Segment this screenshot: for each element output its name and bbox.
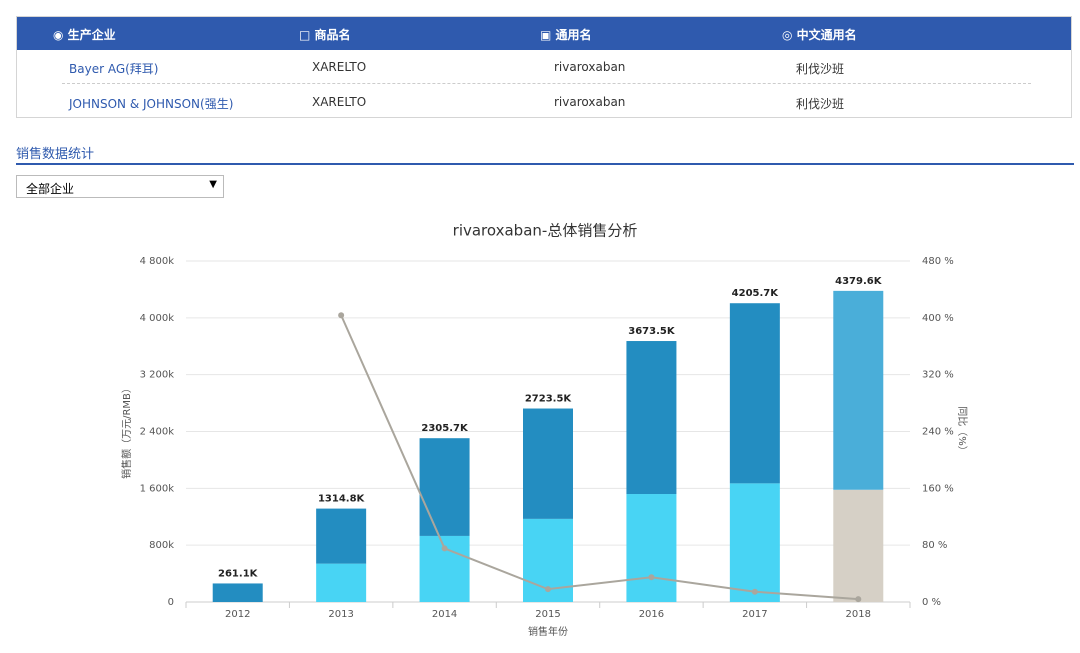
growth-point	[855, 596, 862, 603]
header-cell: □ 商品名	[299, 28, 351, 42]
y2-axis-label: 同比（%）	[956, 406, 968, 456]
y2-tick-label: 0 %	[922, 597, 941, 608]
x-tick-label: 2014	[432, 609, 457, 620]
y2-tick-label: 480 %	[922, 256, 954, 267]
x-tick-label: 2013	[328, 609, 353, 620]
total-label: 2305.7K	[421, 423, 469, 434]
bar-segment	[729, 483, 780, 602]
x-axis-label: 销售年份	[528, 625, 568, 638]
y2-tick-label: 80 %	[922, 540, 947, 551]
cell: rivaroxaban	[554, 60, 626, 74]
total-label: 261.1K	[218, 568, 259, 579]
chart-title: rivaroxaban-总体销售分析	[453, 222, 638, 240]
y2-tick-label: 400 %	[922, 313, 954, 324]
cell[interactable]: JOHNSON & JOHNSON(强生)	[69, 97, 234, 111]
growth-point	[441, 545, 448, 552]
y2-tick-label: 240 %	[922, 427, 954, 438]
bar-segment	[523, 408, 573, 519]
cell[interactable]: Bayer AG(拜耳)	[69, 62, 159, 76]
cell: 利伐沙班	[796, 62, 845, 76]
y-tick-label: 4 800k	[140, 256, 175, 267]
bar-segment	[729, 303, 780, 484]
growth-point	[751, 588, 758, 595]
y-tick-label: 0	[168, 597, 174, 608]
cell: XARELTO	[312, 95, 367, 109]
bar-segment	[316, 508, 367, 564]
x-tick-label: 2016	[639, 609, 664, 620]
y-tick-label: 2 400k	[140, 427, 175, 438]
y2-tick-label: 160 %	[922, 483, 954, 494]
table: ◉ 生产企业 □ 商品名 ▣ 通用名 ◎ 中文通用名 Bayer AG(拜耳) …	[16, 16, 1072, 118]
y-tick-label: 3 200k	[140, 370, 175, 381]
table-header: ◉ 生产企业 □ 商品名 ▣ 通用名 ◎ 中文通用名	[17, 17, 1071, 50]
cell: 利伐沙班	[796, 97, 845, 111]
total-label: 1314.8K	[318, 494, 366, 505]
y-tick-label: 800k	[149, 540, 174, 551]
growth-point	[545, 586, 551, 593]
select-text: 全部企业	[26, 182, 75, 196]
y2-tick-label: 320 %	[922, 370, 954, 381]
x-tick-label: 2018	[846, 609, 871, 620]
growth-point	[648, 574, 655, 581]
total-label: 4205.7K	[732, 288, 780, 299]
bar-segment	[212, 583, 263, 602]
total-label: 4379.6K	[835, 276, 883, 287]
x-tick-label: 2012	[225, 609, 250, 620]
bar-segment	[419, 438, 470, 536]
x-tick-label: 2015	[535, 609, 560, 620]
header-cell: ◎ 中文通用名	[782, 28, 857, 42]
cell: rivaroxaban	[554, 95, 626, 109]
cell: XARELTO	[312, 60, 367, 74]
bar-segment	[626, 341, 677, 495]
bar-segment	[833, 489, 884, 602]
bar-segment	[316, 563, 367, 602]
growth-point	[338, 312, 345, 319]
x-tick-label: 2017	[742, 609, 767, 620]
y-tick-label: 1 600k	[140, 483, 175, 494]
section-title: 销售数据统计	[16, 147, 95, 162]
total-label: 3673.5K	[628, 326, 676, 337]
company-select[interactable]: 全部企业 ▼	[16, 175, 224, 198]
bar-segment	[833, 290, 884, 490]
total-label: 2723.5K	[525, 394, 573, 405]
growth-line	[340, 314, 859, 601]
header-cell: ◉ 生产企业	[53, 28, 116, 42]
row-separator	[62, 83, 1031, 84]
select-arrow: ▼	[209, 179, 217, 190]
header-cell: ▣ 通用名	[540, 28, 592, 42]
section-line	[16, 163, 1074, 165]
bar-segment	[626, 494, 677, 602]
y-tick-label: 4 000k	[140, 313, 175, 324]
y-axis-label: 销售额（万元/RMB）	[120, 383, 133, 479]
